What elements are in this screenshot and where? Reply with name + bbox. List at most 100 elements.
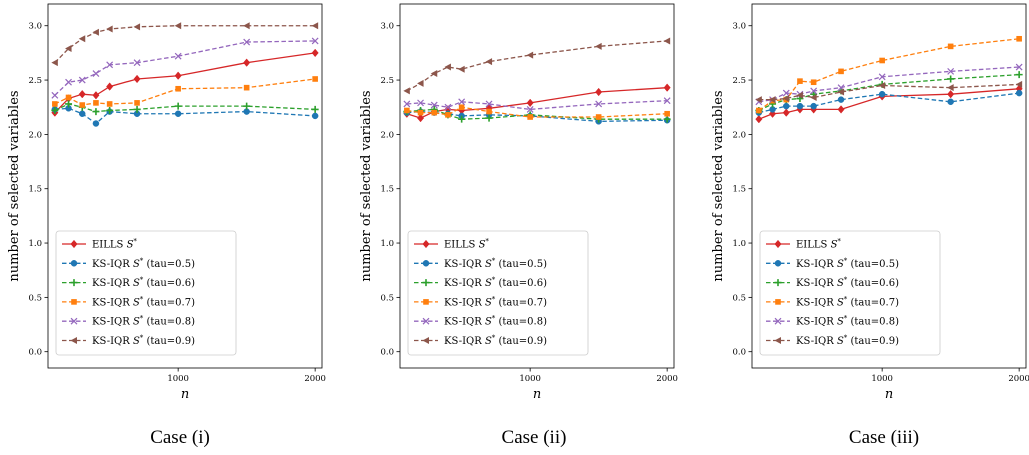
data-point xyxy=(93,100,99,106)
legend-label: EILLS S* xyxy=(92,238,137,251)
data-point xyxy=(243,22,250,30)
series-1 xyxy=(51,48,319,117)
data-point xyxy=(174,71,182,80)
series-line xyxy=(406,40,668,92)
legend-marker xyxy=(423,299,429,305)
series-4 xyxy=(756,35,1022,114)
legend-box xyxy=(407,230,589,356)
series-3 xyxy=(755,71,1023,114)
legend-marker xyxy=(422,337,429,344)
plot-frame xyxy=(751,3,1027,369)
data-point xyxy=(92,108,100,116)
data-point xyxy=(133,105,141,113)
y-tick-label: 2.0 xyxy=(380,130,394,140)
data-point xyxy=(78,35,86,43)
legend-label: KS-IQR S* (tau=0.9) xyxy=(92,334,195,347)
data-point xyxy=(458,65,465,73)
data-point xyxy=(878,73,886,81)
legend-label: KS-IQR S* (tau=0.6) xyxy=(92,276,195,289)
legend-box xyxy=(759,230,941,356)
y-tick-label: 0.5 xyxy=(732,293,746,303)
plot-frame xyxy=(399,3,675,369)
series-line xyxy=(758,38,1020,112)
data-point xyxy=(878,81,886,89)
legend-label: EILLS S* xyxy=(796,238,841,251)
data-point xyxy=(444,63,451,71)
legend-marker xyxy=(70,239,78,249)
legend-marker xyxy=(422,260,430,267)
data-point xyxy=(663,97,671,105)
data-point xyxy=(879,57,885,64)
data-point xyxy=(878,90,886,98)
data-point xyxy=(947,75,955,83)
data-point xyxy=(756,107,762,114)
data-point xyxy=(782,108,790,117)
data-point xyxy=(595,42,602,50)
data-point xyxy=(133,74,141,84)
series-6 xyxy=(51,22,319,67)
data-point xyxy=(837,105,845,114)
legend-marker xyxy=(774,337,781,344)
data-point xyxy=(65,94,72,101)
legend-label: KS-IQR S* (tau=0.8) xyxy=(796,315,899,328)
x-tick-label: 2000 xyxy=(304,374,326,384)
data-point xyxy=(485,58,493,66)
data-point xyxy=(444,103,452,111)
legend-marker xyxy=(70,317,78,325)
legend-marker xyxy=(774,239,782,249)
data-point xyxy=(527,114,533,120)
series-line xyxy=(54,40,316,96)
data-point xyxy=(431,109,438,116)
data-point xyxy=(51,59,58,67)
series-6 xyxy=(755,80,1023,104)
data-point xyxy=(838,68,844,75)
data-point xyxy=(243,84,250,91)
y-axis-label: number of selected variables xyxy=(359,90,374,281)
x-axis-label: n xyxy=(181,387,189,402)
legend-label: KS-IQR S* (tau=0.8) xyxy=(444,315,547,328)
data-point xyxy=(79,110,86,117)
data-point xyxy=(664,110,670,117)
data-point xyxy=(106,82,114,91)
data-point xyxy=(837,96,845,103)
panel-caption: Case (iii) xyxy=(849,427,919,448)
legend-box xyxy=(55,230,237,356)
legend-marker xyxy=(70,279,78,287)
data-point xyxy=(312,76,318,82)
series-4 xyxy=(52,76,318,108)
data-point xyxy=(458,98,466,106)
data-point xyxy=(1015,80,1023,88)
legend-marker xyxy=(70,337,77,344)
data-point xyxy=(485,114,493,122)
legend-marker xyxy=(422,279,430,287)
legend-marker xyxy=(774,317,782,325)
series-1 xyxy=(755,84,1023,124)
data-point xyxy=(417,99,424,107)
data-point xyxy=(78,76,86,84)
series-line xyxy=(406,110,668,122)
data-point xyxy=(1015,63,1023,71)
x-axis-label: n xyxy=(885,387,893,402)
data-point xyxy=(79,102,86,108)
series-line xyxy=(54,25,316,64)
data-point xyxy=(417,109,424,116)
series-6 xyxy=(403,37,671,95)
panel-caption: Case (ii) xyxy=(502,427,567,448)
data-point xyxy=(1016,35,1022,42)
y-tick-label: 1.0 xyxy=(380,239,394,249)
y-tick-label: 3.0 xyxy=(380,22,394,32)
panel-caption: Case (i) xyxy=(150,427,210,448)
data-point xyxy=(243,102,251,110)
legend-marker xyxy=(422,317,430,325)
y-axis-label: number of selected variables xyxy=(7,90,22,281)
data-point xyxy=(133,23,141,31)
legend-label: KS-IQR S* (tau=0.9) xyxy=(796,334,899,347)
y-tick-label: 2.0 xyxy=(732,130,746,140)
data-point xyxy=(417,113,425,123)
y-tick-label: 0.5 xyxy=(380,293,394,303)
data-point xyxy=(403,87,410,95)
data-point xyxy=(810,102,817,110)
legend-label: KS-IQR S* (tau=0.5) xyxy=(444,257,547,270)
legend-label: KS-IQR S* (tau=0.8) xyxy=(92,315,195,328)
data-point xyxy=(947,98,954,106)
